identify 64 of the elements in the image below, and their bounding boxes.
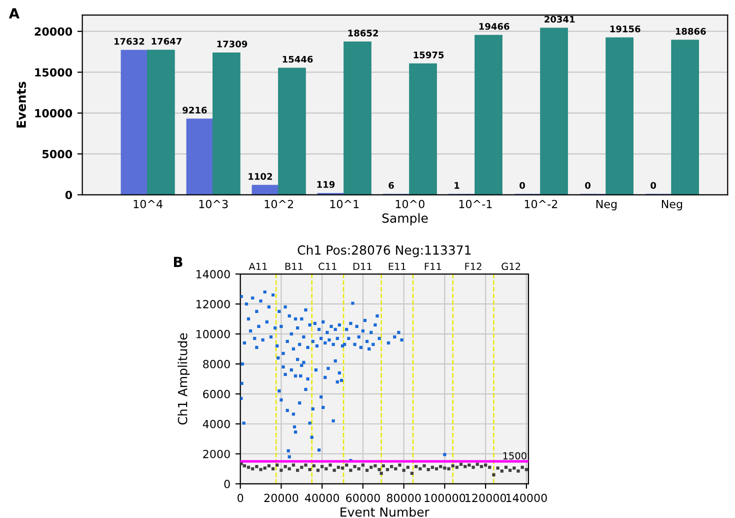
x-tick-label: 60000: [346, 494, 380, 502]
x-tick-label: 10^2: [264, 200, 294, 208]
data-label: 1: [454, 182, 460, 189]
y-tick-label: 15000: [35, 68, 72, 77]
x-tick-label: 10^3: [199, 200, 228, 208]
x-tick-label: 10^1: [330, 200, 359, 208]
x-tick-label: Neg: [596, 200, 617, 210]
y-axis-title: Events: [16, 82, 26, 128]
data-label: 6: [388, 182, 394, 189]
data-label: 15975: [414, 52, 444, 58]
x-tick-label: 120000: [466, 494, 506, 502]
y-tick-label: 12000: [196, 300, 230, 308]
x-tick-label: 10^0: [396, 200, 424, 208]
x-tick-label: 10^-2: [524, 200, 558, 208]
y-tick-label: 0: [224, 480, 230, 488]
data-label: 19156: [610, 26, 640, 32]
y-axis-title: Ch1 Amplitude: [178, 333, 190, 425]
x-tick-label: 20000: [264, 494, 298, 502]
x-tick-label: Neg: [662, 200, 682, 210]
text: F11: [424, 262, 442, 270]
chart-title: Ch1 Pos:28076 Neg:113371: [298, 245, 471, 258]
data-label: 18652: [348, 30, 378, 36]
data-label: 17309: [217, 40, 248, 48]
x-tick-label: 0: [238, 494, 244, 502]
data-label: 119: [317, 181, 335, 188]
y-tick-label: 4000: [202, 420, 230, 428]
data-label: 19466: [479, 22, 510, 30]
data-label: 20341: [544, 16, 575, 23]
x-tick-label: 40000: [304, 494, 340, 502]
data-label: 17647: [152, 38, 182, 45]
data-label: 0: [585, 182, 590, 189]
text: C11: [318, 262, 336, 270]
data-label: 17632: [114, 38, 144, 45]
y-tick-label: 20000: [34, 27, 72, 36]
x-tick-label: 80000: [386, 494, 421, 502]
data-label: 9216: [182, 106, 207, 114]
text: G12: [502, 262, 520, 270]
data-label: 15446: [282, 56, 313, 63]
y-tick-label: 14000: [196, 270, 230, 278]
text: B11: [285, 262, 303, 270]
y-tick-label: 5000: [42, 150, 72, 158]
x-axis-title: Event Number: [340, 507, 430, 517]
y-tick-label: 8000: [203, 360, 230, 368]
data-label: 0: [650, 182, 656, 189]
y-tick-label: 0: [65, 190, 72, 200]
data-label: 0: [520, 182, 525, 189]
y-tick-label: 10000: [35, 109, 72, 118]
text: F12: [465, 262, 482, 270]
y-tick-label: 2000: [203, 450, 230, 458]
ref-line-label: 1500: [503, 452, 526, 460]
y-tick-label: 6000: [203, 390, 230, 398]
text: A: [8, 8, 20, 18]
x-axis-title: Sample: [382, 213, 428, 226]
data-label: 18866: [676, 28, 706, 35]
text: A11: [248, 262, 267, 270]
data-label: 1102: [248, 173, 272, 180]
x-tick-label: 100000: [424, 494, 466, 502]
x-tick-label: 10^4: [134, 200, 162, 208]
y-tick-label: 10000: [196, 330, 230, 338]
x-tick-label: 140000: [506, 494, 547, 502]
text: E11: [388, 262, 406, 270]
text: B: [174, 256, 182, 267]
x-tick-label: 10^-1: [459, 200, 492, 208]
text: D11: [353, 262, 372, 270]
